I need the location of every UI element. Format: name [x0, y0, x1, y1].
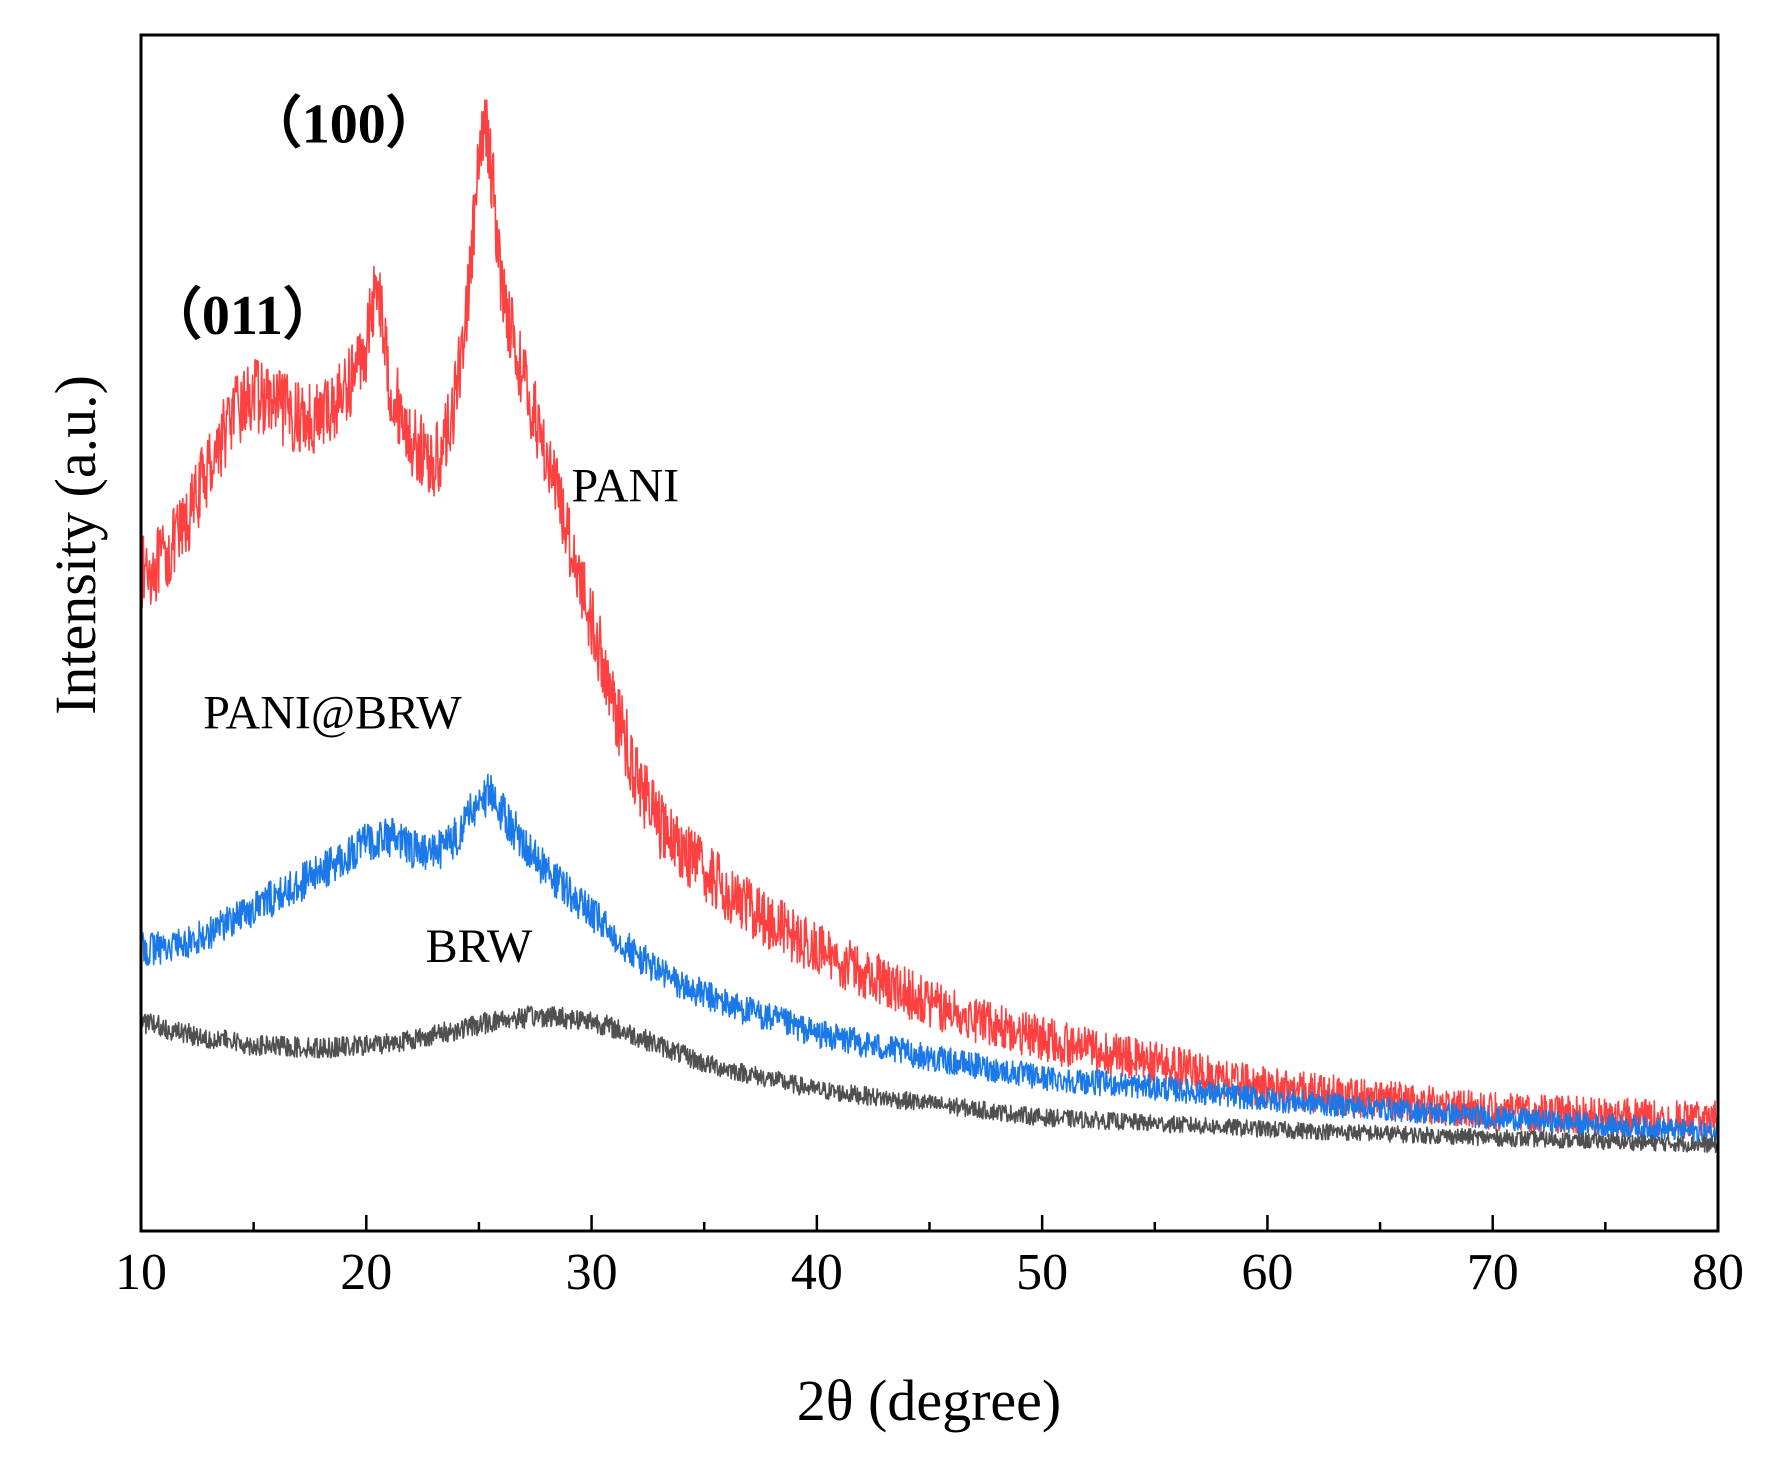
annotations: （011）（100）（110） [146, 0, 593, 347]
series-line-brw [140, 1005, 1719, 1154]
series-line-pani-brw [140, 773, 1719, 1145]
x-tick-label-30: 30 [566, 1244, 618, 1301]
x-tick-label-60: 60 [1241, 1244, 1293, 1301]
series-label-brw: BRW [426, 920, 533, 973]
series-labels: PANI PANI@BRW BRW [203, 459, 679, 972]
series-line-pani [140, 99, 1719, 1138]
x-axis-title: 2θ (degree) [797, 1368, 1061, 1433]
series-label-pani-brw: PANI@BRW [203, 687, 462, 740]
x-tick-label-10: 10 [115, 1244, 167, 1301]
x-tick-label-50: 50 [1016, 1244, 1068, 1301]
x-tick-label-70: 70 [1467, 1244, 1519, 1301]
peak-annotation-0: （011） [146, 284, 339, 347]
x-tick-label-20: 20 [340, 1244, 392, 1301]
series-label-pani: PANI [572, 459, 680, 512]
y-axis-title: Intensity (a.u.) [43, 375, 108, 715]
series-group [140, 99, 1719, 1154]
x-ticks: 10 20 30 40 50 60 70 80 [115, 1215, 1744, 1301]
peak-annotation-1: （100） [246, 93, 442, 156]
x-tick-label-80: 80 [1692, 1244, 1744, 1301]
x-tick-label-40: 40 [791, 1244, 843, 1301]
